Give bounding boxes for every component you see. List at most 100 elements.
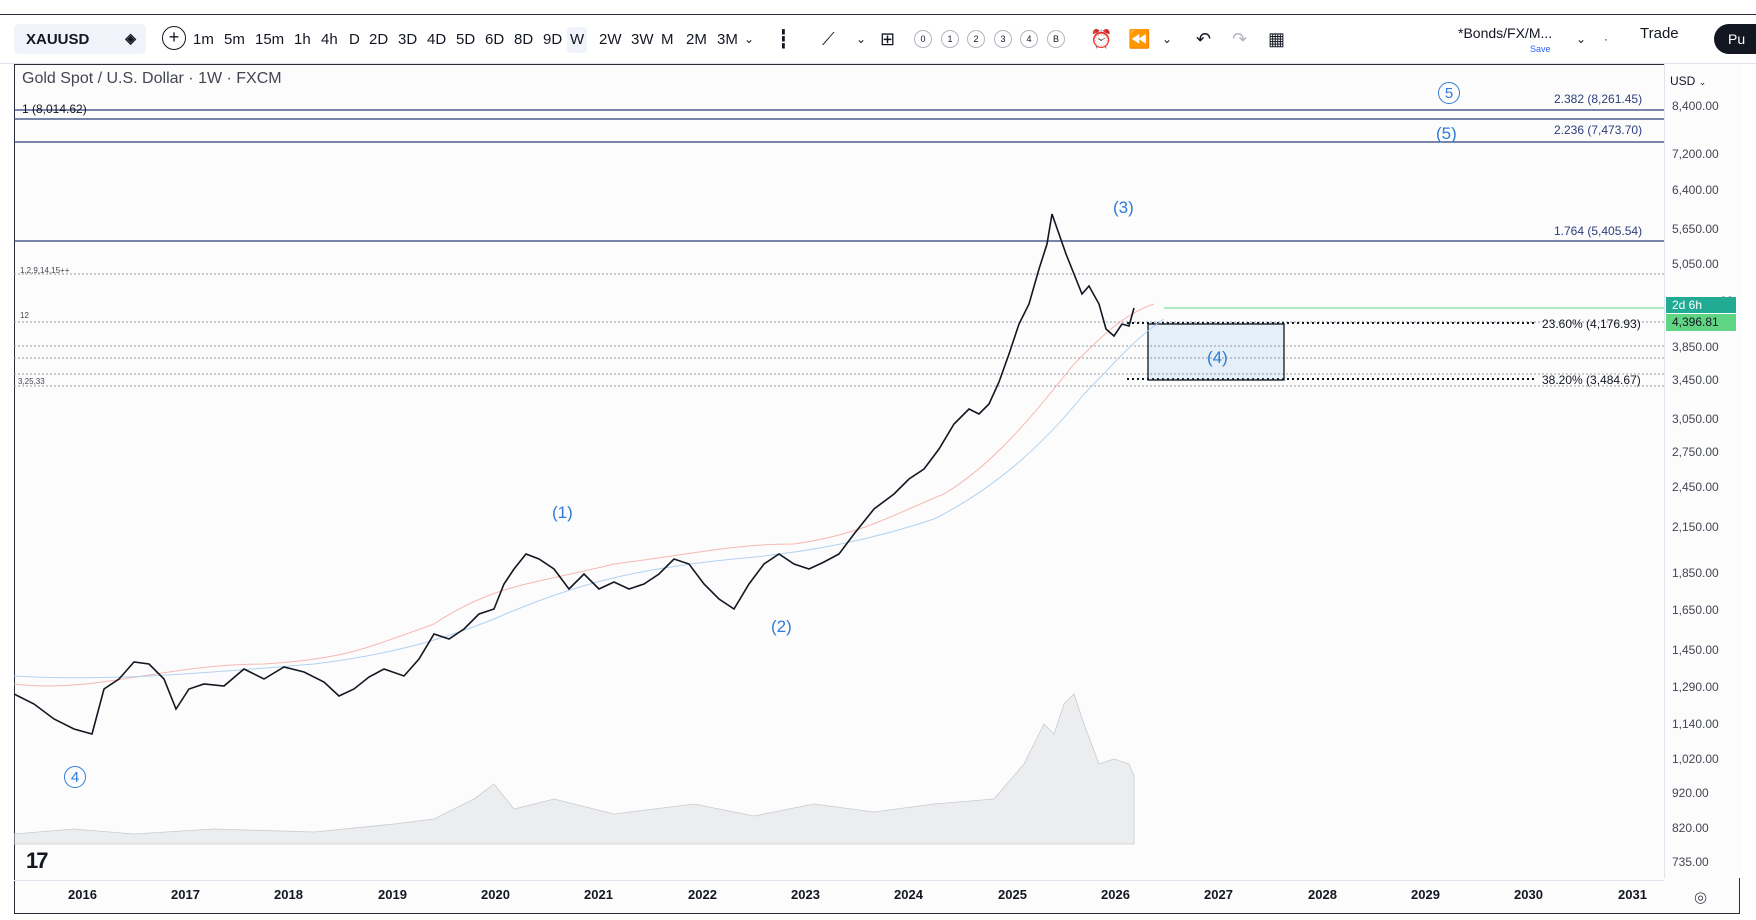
timeframe-1h[interactable]: 1h [294, 31, 311, 48]
time-axis[interactable] [14, 880, 1664, 915]
fib-label-1[interactable]: 1 (8,014.62) [22, 102, 87, 116]
level-label-b: 12 [20, 311, 29, 320]
timeframe-3w[interactable]: 3W [631, 31, 654, 48]
timeframe-2m[interactable]: 2M [686, 31, 707, 48]
indicator-count-4[interactable]: 4 [1020, 30, 1038, 48]
indicators-icon[interactable]: ⟋ [822, 29, 835, 49]
wave-label-2[interactable]: (2) [771, 617, 792, 636]
year-tick: 2016 [68, 887, 97, 902]
layout-dropdown-icon[interactable]: ⌄ [1576, 32, 1587, 46]
price-tick: 920.00 [1672, 786, 1709, 800]
year-tick: 2020 [481, 887, 510, 902]
indicators-dropdown-icon[interactable]: ⌄ [856, 32, 867, 46]
timeframe-1m[interactable]: 1m [193, 31, 214, 48]
timeframe-2d[interactable]: 2D [369, 31, 389, 48]
trade-button[interactable]: Trade [1640, 25, 1679, 42]
fib-label-2236[interactable]: 2.236 (7,473.70) [1554, 123, 1643, 137]
price-tick: 1,450.00 [1672, 643, 1719, 657]
chart-pane[interactable] [14, 64, 1740, 914]
level-label-c: 3,25,33 [18, 377, 45, 386]
templates-grid-icon[interactable]: ⊞ [880, 29, 896, 49]
fib-label-382[interactable]: 38.20% (3,484.67) [1542, 373, 1641, 387]
wave-label-circled-4[interactable]: 4 [64, 766, 86, 788]
level-label-a: 1,2,9,14,15++ [20, 266, 70, 275]
price-axis[interactable] [1664, 64, 1741, 878]
indicator-count-2[interactable]: 2 [967, 30, 985, 48]
symbol-label: XAUUSD [26, 30, 90, 48]
price-tick: 1,020.00 [1672, 752, 1719, 766]
year-tick: 2025 [998, 887, 1027, 902]
axis-settings-icon[interactable]: ◎ [1694, 889, 1708, 906]
indicator-count-b[interactable]: B [1047, 30, 1065, 48]
price-tick: 3,850.00 [1672, 340, 1719, 354]
year-tick: 2027 [1204, 887, 1233, 902]
timeframe-4h[interactable]: 4h [321, 31, 338, 48]
timeframe-w[interactable]: W [567, 27, 588, 53]
wave-label-circled-5[interactable]: 5 [1438, 82, 1460, 104]
redo-icon[interactable]: ↷ [1232, 29, 1248, 49]
price-tick: 3,050.00 [1672, 412, 1719, 426]
price-chart-canvas[interactable] [14, 64, 1664, 880]
wave-label-3[interactable]: (3) [1113, 198, 1134, 217]
currency-selector[interactable]: USD ⌄ [1670, 74, 1706, 88]
timeframe-4d[interactable]: 4D [427, 31, 447, 48]
fib-label-2382[interactable]: 2.382 (8,261.45) [1554, 92, 1643, 106]
favorite-icon[interactable]: ◈ [125, 30, 136, 46]
wave-label-1[interactable]: (1) [552, 503, 573, 522]
symbol-search-button[interactable]: XAUUSD ◈ [14, 24, 146, 54]
fib-label-236[interactable]: 23.60% (4,176.93) [1542, 317, 1641, 331]
year-tick: 2026 [1101, 887, 1130, 902]
last-price-label: 4,396.81 [1666, 314, 1736, 331]
indicator-count-3[interactable]: 3 [994, 30, 1012, 48]
price-tick: 1,140.00 [1672, 717, 1719, 731]
price-tick: 8,400.00 [1672, 99, 1719, 113]
timeframe-5d[interactable]: 5D [456, 31, 476, 48]
wave-label-4[interactable]: (4) [1207, 348, 1228, 367]
alert-clock-icon[interactable]: ⏰ [1090, 29, 1113, 49]
timeframe-3m[interactable]: 3M [717, 31, 738, 48]
year-tick: 2022 [688, 887, 717, 902]
chart-title: Gold Spot / U.S. Dollar · 1W · FXCM [22, 70, 282, 87]
price-tick: 2,450.00 [1672, 480, 1719, 494]
tradingview-logo-icon[interactable]: 17 [26, 848, 49, 873]
year-tick: 2023 [791, 887, 820, 902]
price-tick: 7,200.00 [1672, 147, 1719, 161]
price-tick: 1,290.00 [1672, 680, 1719, 694]
year-tick: 2017 [171, 887, 200, 902]
indicator-count-0[interactable]: 0 [914, 30, 932, 48]
wave-label-5[interactable]: (5) [1436, 124, 1457, 143]
price-tick: 2,150.00 [1672, 520, 1719, 534]
timeframe-15m[interactable]: 15m [255, 31, 285, 48]
top-toolbar: XAUUSD ◈ + 1m 5m 15m 1h 4h D 2D 3D 4D 5D… [0, 14, 1756, 64]
year-tick: 2024 [894, 887, 923, 902]
currency-dropdown-icon: ⌄ [1698, 77, 1707, 87]
replay-icon[interactable]: ⏪ [1128, 29, 1151, 49]
timeframe-m[interactable]: M [661, 31, 674, 48]
layout-save-label[interactable]: Save [1530, 44, 1551, 54]
indicator-count-1[interactable]: 1 [941, 30, 959, 48]
timeframe-6d[interactable]: 6D [485, 31, 505, 48]
timeframe-8d[interactable]: 8D [514, 31, 534, 48]
year-tick: 2019 [378, 887, 407, 902]
price-tick: 6,400.00 [1672, 183, 1719, 197]
layout-grid-icon[interactable]: ▦ [1268, 29, 1286, 49]
timeframe-2w[interactable]: 2W [599, 31, 622, 48]
timeframe-dropdown-icon[interactable]: ⌄ [744, 32, 755, 46]
replay-dropdown-icon[interactable]: ⌄ [1162, 32, 1173, 46]
bar-countdown: 2d 6h [1666, 297, 1736, 313]
publish-button[interactable]: Pu [1714, 24, 1756, 54]
compare-add-icon[interactable]: + [162, 26, 186, 50]
year-tick: 2021 [584, 887, 613, 902]
timeframe-5m[interactable]: 5m [224, 31, 245, 48]
price-tick: 1,850.00 [1672, 566, 1719, 580]
more-dot-icon[interactable]: · [1604, 32, 1608, 46]
undo-icon[interactable]: ↶ [1196, 29, 1212, 49]
fib-label-1764[interactable]: 1.764 (5,405.54) [1554, 224, 1643, 238]
price-tick: 735.00 [1672, 855, 1709, 869]
candle-style-icon[interactable]: ┇ [778, 29, 789, 49]
price-tick: 3,450.00 [1672, 373, 1719, 387]
layout-name[interactable]: *Bonds/FX/M... [1458, 25, 1553, 41]
timeframe-d[interactable]: D [349, 31, 360, 48]
timeframe-3d[interactable]: 3D [398, 31, 418, 48]
timeframe-9d[interactable]: 9D [543, 31, 563, 48]
